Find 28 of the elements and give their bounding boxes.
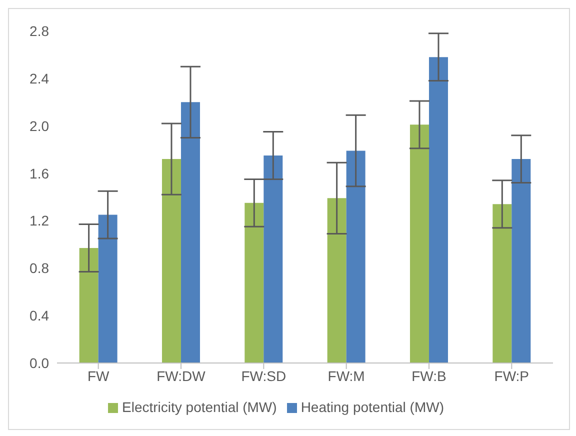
y-tick-label: 2.8 xyxy=(30,22,50,39)
bar xyxy=(264,156,283,363)
bar xyxy=(98,214,118,363)
y-tick-label: 1.2 xyxy=(30,212,50,229)
x-tick-label: FW xyxy=(87,368,110,384)
y-tick-label: 1.6 xyxy=(30,165,50,182)
bar xyxy=(180,102,200,363)
x-tick-label: FW:M xyxy=(328,368,365,384)
y-tick-label: 0.4 xyxy=(30,308,50,324)
y-tick-label: 2.4 xyxy=(30,70,50,86)
bar xyxy=(428,57,448,363)
legend-label: Heating potential (MW) xyxy=(300,399,444,415)
bar xyxy=(346,150,366,363)
bar xyxy=(492,204,512,363)
y-tick-label: 0.8 xyxy=(30,260,50,276)
bar xyxy=(244,202,264,363)
bar xyxy=(512,159,531,363)
y-tick-label: 2.0 xyxy=(30,118,50,134)
x-tick-label: FW:B xyxy=(412,368,446,384)
x-tick-label: FW:DW xyxy=(156,368,206,384)
legend-label: Electricity potential (MW) xyxy=(122,399,277,415)
x-tick-label: FW:P xyxy=(494,368,530,384)
x-tick-label: FW:SD xyxy=(241,368,286,384)
bar xyxy=(327,198,346,363)
bar xyxy=(79,248,98,363)
y-tick-label: 0.0 xyxy=(30,354,50,371)
bar xyxy=(410,124,429,363)
bar xyxy=(162,159,181,363)
